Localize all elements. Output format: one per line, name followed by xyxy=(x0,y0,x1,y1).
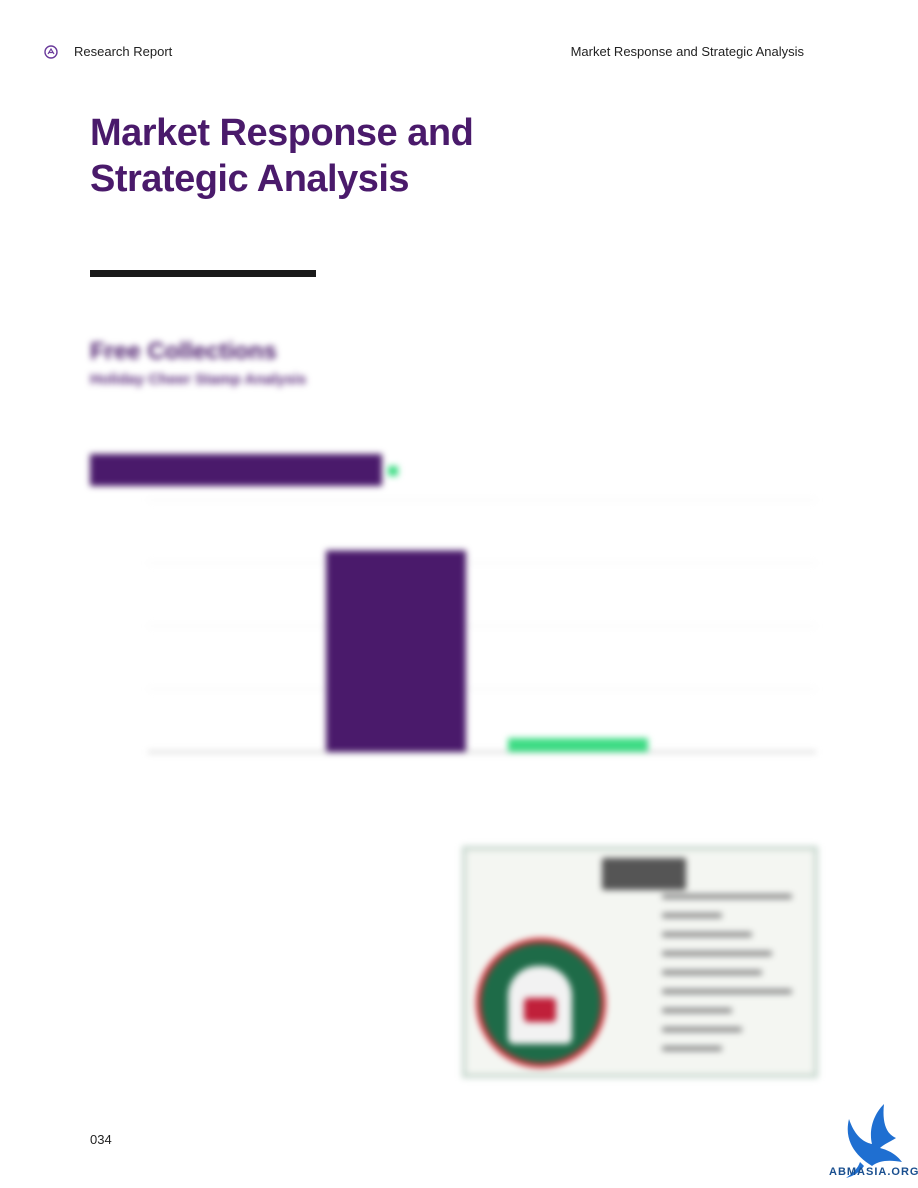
bar-1 xyxy=(326,550,466,752)
stamp-figure-detail xyxy=(524,998,556,1022)
watermark-text: ABMASIA.ORG xyxy=(829,1166,918,1178)
page-number: 034 xyxy=(90,1132,112,1147)
bird-logo xyxy=(846,1104,902,1178)
body-text xyxy=(90,848,436,862)
legend-primary xyxy=(90,454,382,486)
sheet-banner xyxy=(602,858,686,890)
page-title: Market Response and Strategic Analysis xyxy=(90,112,474,200)
logo-icon xyxy=(44,44,58,59)
section-subtitle: Holiday Cheer Stamp Analysis xyxy=(90,371,307,388)
legend-secondary-swatch xyxy=(388,466,398,476)
header-right-title: Market Response and Strategic Analysis xyxy=(570,44,804,59)
header-left: Research Report xyxy=(44,44,172,59)
bar-chart xyxy=(148,499,816,753)
section-title: Free Collections xyxy=(90,338,277,365)
bar-2 xyxy=(508,738,648,752)
title-divider xyxy=(90,270,316,277)
header-left-title: Research Report xyxy=(74,44,173,59)
stamp-sheet-image xyxy=(462,846,818,1078)
sheet-text-lines xyxy=(662,894,802,1065)
